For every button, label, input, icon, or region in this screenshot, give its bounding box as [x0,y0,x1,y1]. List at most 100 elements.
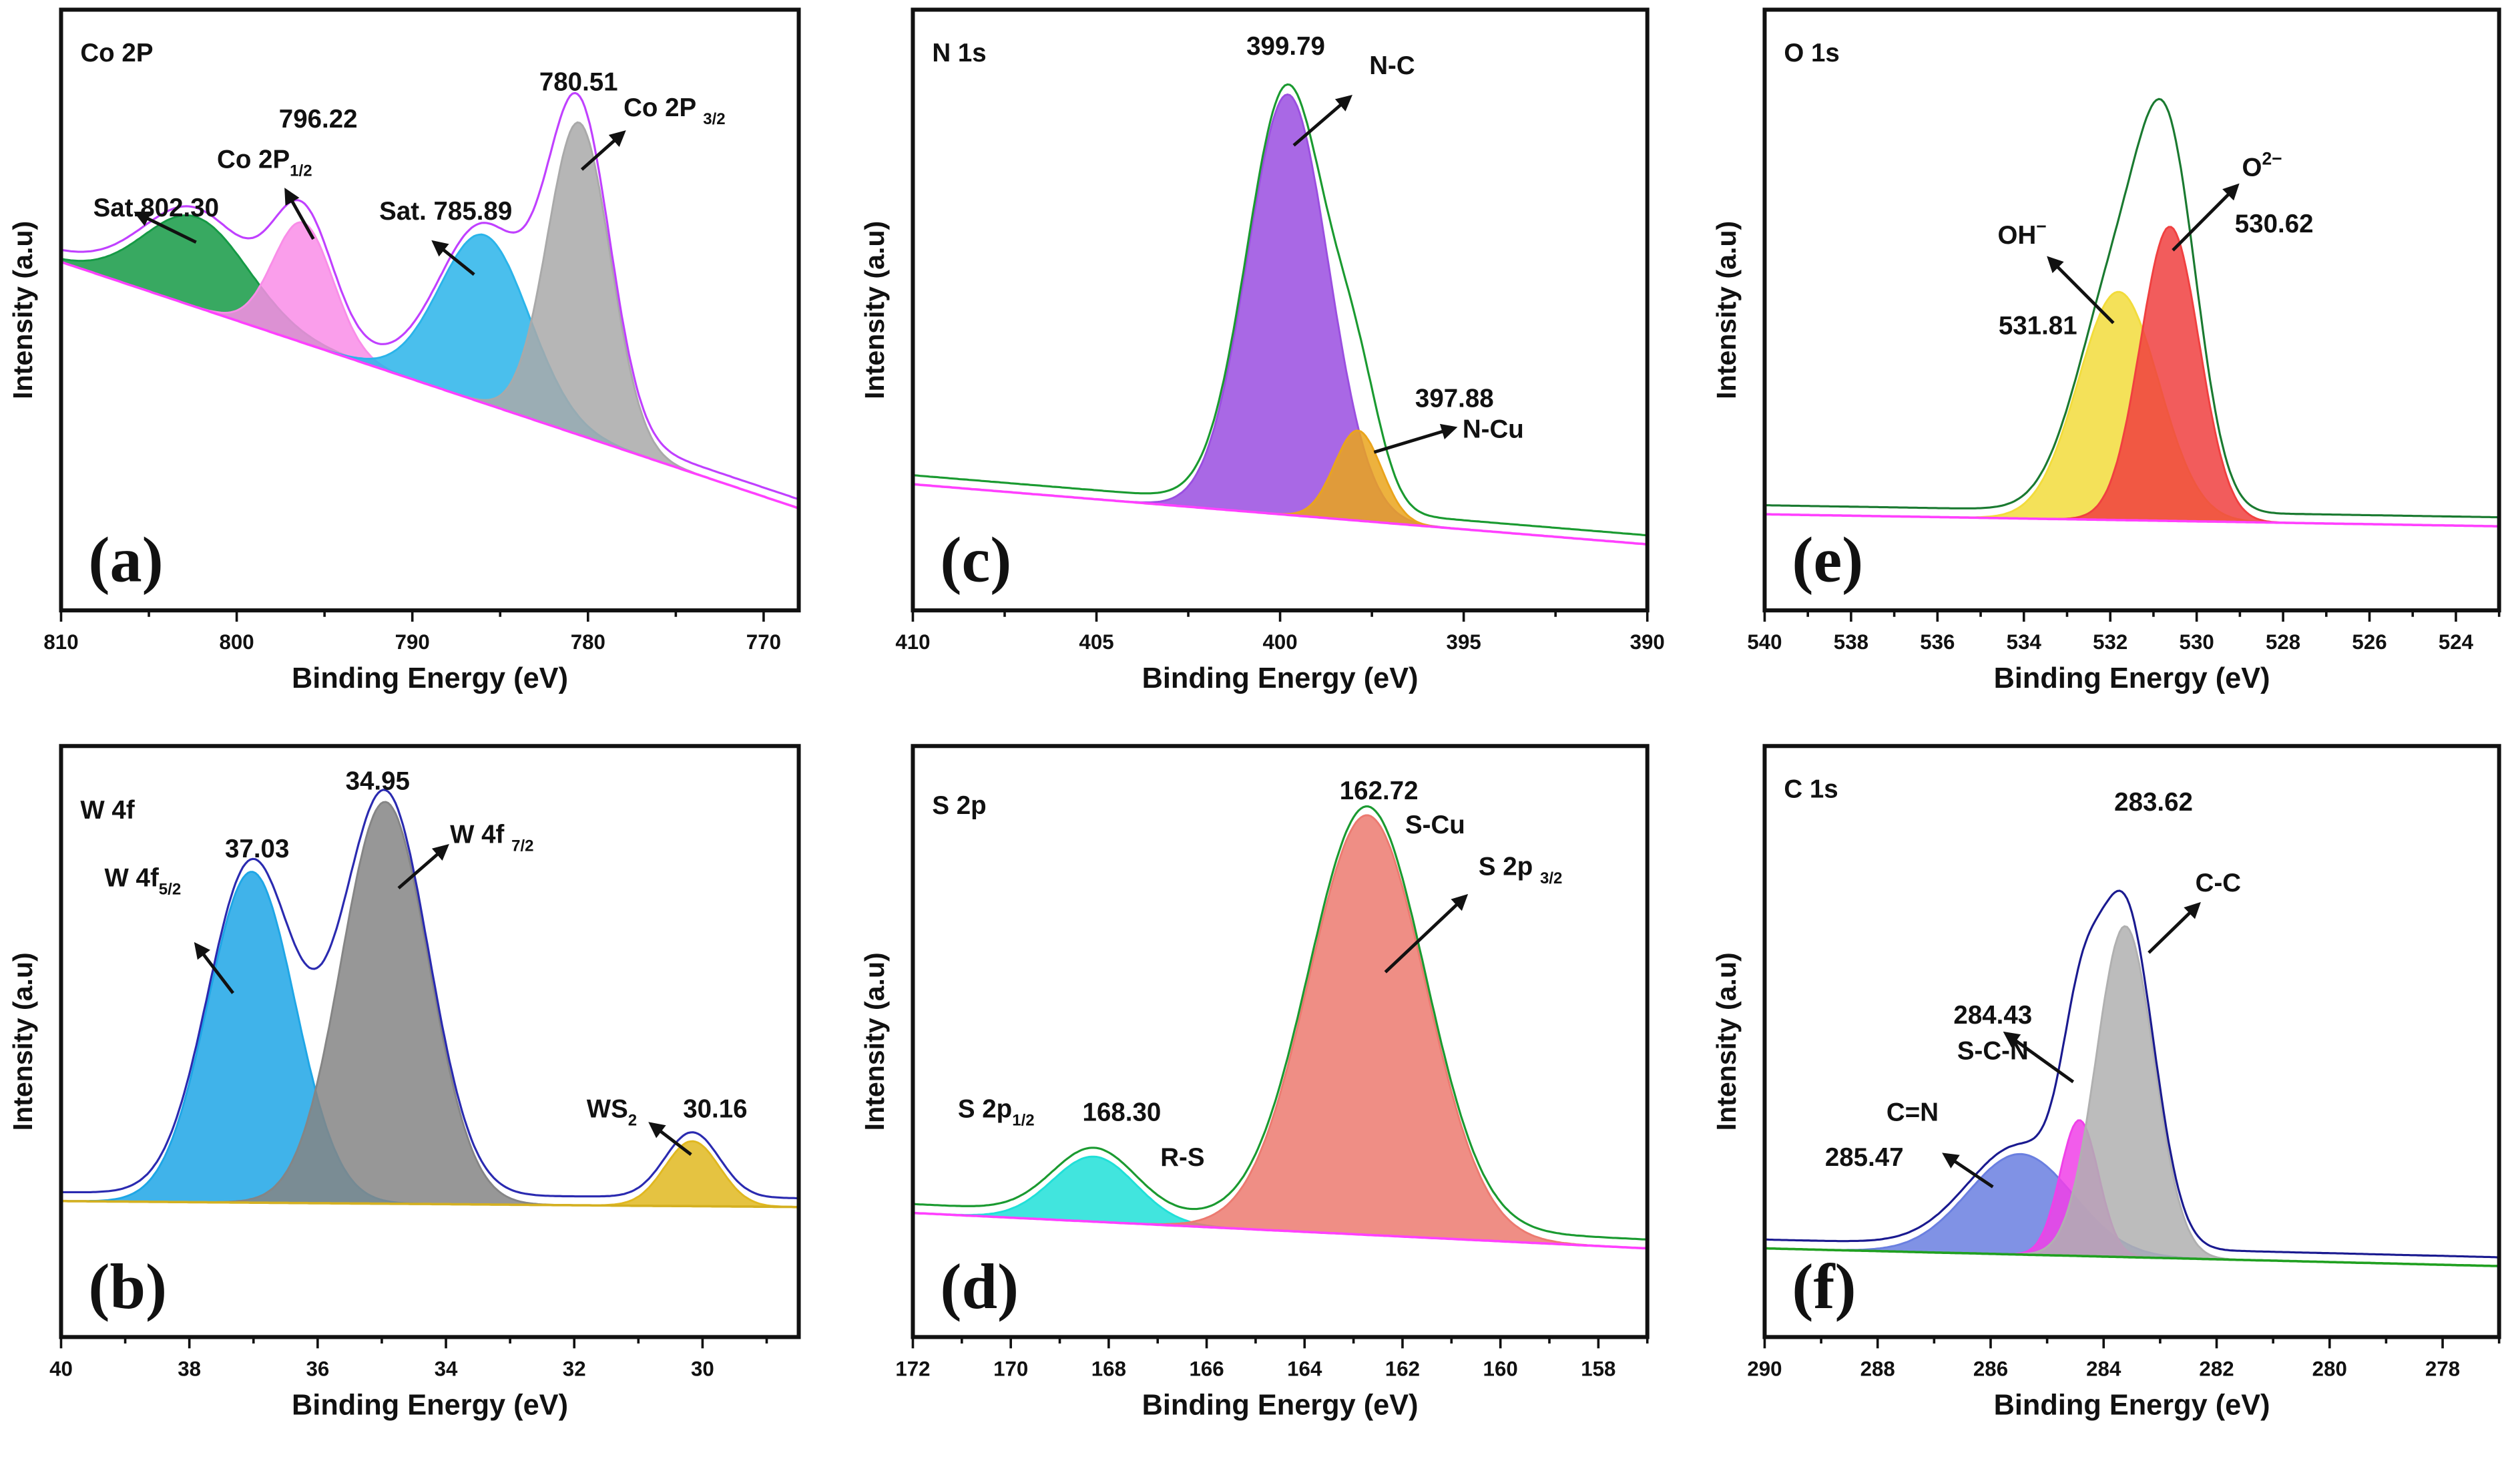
peak-annotation: 168.30 [1083,1098,1162,1126]
x-tick-label: 280 [2312,1357,2347,1380]
x-tick-label: 30 [691,1357,714,1380]
panel-letter: (d) [940,1251,1019,1322]
peak-annotation: W 4f5/2 [104,864,181,899]
x-tick-label: 800 [219,630,254,654]
peak-annotation: O2− [2242,149,2282,182]
x-tick-label: 810 [43,630,78,654]
panel-title: S 2p [932,791,986,820]
peak-annotation: C-C [2196,869,2241,897]
x-tick-label: 390 [1630,630,1665,654]
annotation-text: W 4f [104,864,158,893]
annotation-superscript: 2− [2262,149,2282,169]
x-tick-label: 164 [1287,1357,1322,1380]
x-tick-label: 770 [746,630,781,654]
arrow-icon [1292,94,1352,147]
panel-letter: (f) [1792,1251,1856,1322]
annotation-text: 30.16 [683,1094,747,1123]
annotation-text: 530.62 [2235,210,2314,238]
x-tick-label: 790 [395,630,430,654]
x-axis-label: Binding Energy (eV) [1142,662,1419,694]
x-tick-label: 160 [1483,1357,1518,1380]
plot-frame-f [1762,744,2501,1339]
annotation-text: S 2p [958,1094,1012,1123]
peak-annotation: 30.16 [683,1094,747,1123]
x-tick-label: 532 [2093,630,2127,654]
annotation-text: Co 2P [623,93,703,122]
annotation-text: C-C [2196,869,2241,897]
x-tick-label: 538 [1834,630,1868,654]
x-tick-label: 170 [993,1357,1028,1380]
panel-title: O 1s [1784,39,1839,67]
baseline-c [913,483,1648,546]
annotation-text: 531.81 [1999,312,2077,341]
peak-annotation: W 4f 7/2 [450,820,533,855]
peak-annotation: S-Cu [1405,811,1465,839]
panel-letter: (a) [88,524,163,595]
envelope-f [1764,889,2499,1259]
panel-title: C 1s [1784,775,1838,804]
panel-a: 810 800 790 780 770 Binding Energy (eV) Intens… [7,7,801,694]
peak-c-0 [913,93,1648,546]
arrow-icon [2172,183,2240,252]
x-axis-label: Binding Energy (eV) [1994,662,2270,694]
panel-title: Co 2P [80,39,153,67]
x-axis-label: Binding Energy (eV) [292,662,568,694]
y-axis-label: Intensity (a.u) [1711,952,1742,1130]
annotation-text: N-Cu [1463,415,1524,443]
panel-letter: (c) [940,524,1011,595]
x-tick-label: 286 [1973,1357,2008,1380]
peak-annotation: 285.47 [1825,1143,1904,1172]
annotation-subscript: 5/2 [159,881,181,899]
peak-annotation: Sat. 785.89 [379,197,512,226]
annotation-superscript: − [2036,216,2046,236]
envelope-a [61,91,800,501]
x-tick-label: 284 [2086,1357,2121,1380]
y-axis-label: Intensity (a.u) [7,221,38,399]
panel-d: 172 170 168 166 164 162 160 158 Binding Energy (… [859,744,1650,1421]
arrow-icon [2047,256,2115,325]
arrow-icon [431,240,475,276]
peak-annotation: Sat.802.30 [93,194,219,222]
peak-annotation: S 2p 3/2 [1479,853,1562,887]
x-tick-label: 288 [1860,1357,1895,1380]
peak-annotation: C=N [1886,1098,1939,1126]
x-tick-label: 40 [49,1357,73,1380]
y-axis-label: Intensity (a.u) [859,221,890,399]
annotation-text: 37.03 [225,835,289,863]
panel-title: N 1s [932,39,986,67]
annotation-text: S-Cu [1405,811,1465,839]
annotation-text: 162.72 [1340,777,1419,805]
peak-annotation: WS2 [587,1094,637,1129]
panel-f: 290 288 286 284 282 280 278 Binding Energy (eV)… [1711,744,2501,1421]
baseline-a [60,260,800,510]
annotation-text: 283.62 [2114,788,2193,817]
envelope-e [1764,97,2499,519]
x-tick-label: 32 [563,1357,586,1380]
x-tick-label: 526 [2352,630,2386,654]
peak-annotation: N-Cu [1463,415,1524,443]
baseline-e [1764,513,2499,528]
x-tick-label: 282 [2199,1357,2234,1380]
arrow-icon [2148,901,2201,954]
annotation-text: W 4f [450,820,511,849]
peak-f-2 [1764,925,2499,1267]
x-tick-label: 34 [435,1357,458,1380]
baseline-b [61,1199,799,1209]
x-axis-label: Binding Energy (eV) [1994,1389,2270,1421]
annotation-subscript: 1/2 [1012,1112,1034,1130]
x-tick-label: 410 [895,630,930,654]
x-tick-label: 166 [1189,1357,1224,1380]
annotation-text: O [2242,154,2262,182]
peak-annotation: 162.72 [1340,777,1419,805]
annotation-text: 34.95 [346,767,410,795]
peak-annotation: 780.51 [539,67,618,96]
peak-annotation: 399.79 [1246,32,1325,61]
peak-annotation: Co 2P1/2 [217,145,312,180]
annotation-text: 780.51 [539,67,618,96]
x-tick-label: 172 [895,1357,930,1380]
x-tick-label: 168 [1091,1357,1126,1380]
panel-c: 410 405 400 395 390 Binding Energy (eV) Intens… [859,7,1665,694]
arrow-icon [284,188,315,240]
x-axis-label: Binding Energy (eV) [292,1389,568,1421]
